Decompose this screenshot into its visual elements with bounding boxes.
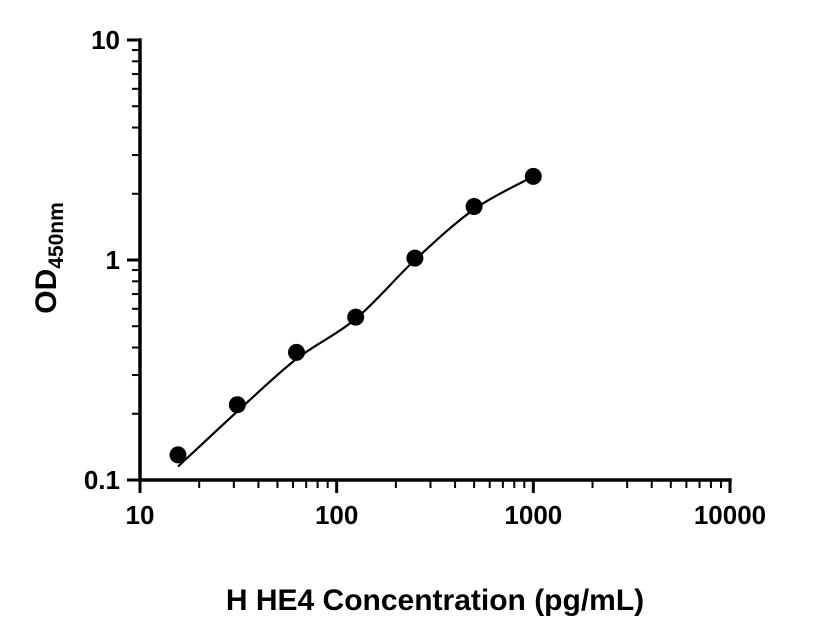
data-point bbox=[465, 198, 483, 215]
data-point bbox=[228, 396, 246, 414]
x-tick-label: 1000 bbox=[504, 500, 562, 530]
data-point bbox=[347, 308, 365, 326]
data-point bbox=[288, 343, 305, 361]
y-tick-label: 1 bbox=[106, 245, 120, 275]
y-axis-tick-labels: 0.1 1 10 bbox=[84, 25, 120, 495]
y-tick-label: 10 bbox=[91, 25, 120, 55]
major-ticks bbox=[127, 38, 732, 493]
minor-ticks bbox=[132, 49, 723, 488]
x-axis-tick-labels: 10 100 1000 10000 bbox=[126, 500, 767, 530]
data-points bbox=[169, 167, 542, 464]
axis-spines bbox=[138, 38, 732, 482]
x-tick-label: 10 bbox=[126, 500, 155, 530]
y-axis-title: OD450nm bbox=[30, 202, 68, 314]
data-point bbox=[169, 446, 187, 464]
x-tick-label: 10000 bbox=[694, 500, 766, 530]
data-point bbox=[524, 167, 542, 185]
y-axis-title-main: OD bbox=[30, 269, 63, 314]
data-point bbox=[406, 249, 424, 267]
x-tick-label: 100 bbox=[315, 500, 358, 530]
x-axis-title: H HE4 Concentration (pg/mL) bbox=[226, 584, 644, 617]
y-axis-title-subscript: 450nm bbox=[45, 202, 68, 269]
y-tick-label: 0.1 bbox=[84, 465, 120, 495]
